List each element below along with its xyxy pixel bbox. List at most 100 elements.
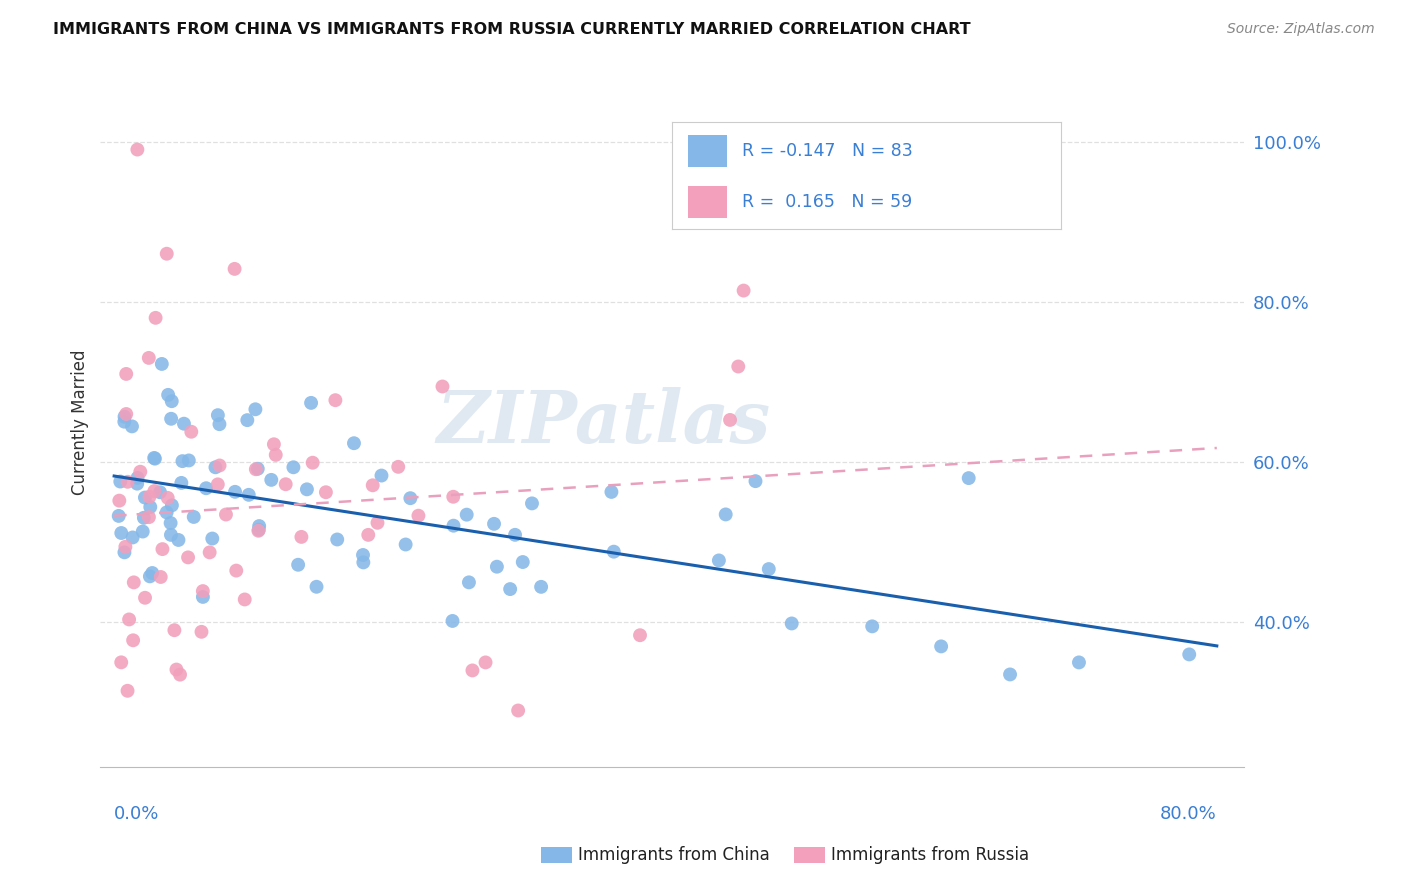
Point: [343, 436, 366, 450]
Point: [600, 484, 623, 499]
Point: [160, 528, 183, 542]
Point: [160, 411, 183, 425]
Point: [1067, 656, 1090, 670]
Point: [727, 359, 749, 374]
Point: [132, 510, 155, 524]
Point: [998, 667, 1021, 681]
Point: [628, 628, 651, 642]
Point: [238, 488, 260, 502]
Point: [758, 562, 780, 576]
Point: [122, 575, 145, 590]
Point: [408, 508, 430, 523]
Point: [366, 516, 388, 530]
Point: [115, 367, 138, 381]
Point: [224, 261, 246, 276]
Point: [263, 437, 285, 451]
Text: ZIPatlas: ZIPatlas: [437, 386, 770, 458]
Point: [157, 388, 180, 402]
Text: IMMIGRANTS FROM CHINA VS IMMIGRANTS FROM RUSSIA CURRENTLY MARRIED CORRELATION CH: IMMIGRANTS FROM CHINA VS IMMIGRANTS FROM…: [53, 22, 972, 37]
Point: [121, 419, 143, 434]
Point: [370, 468, 392, 483]
Point: [114, 545, 136, 559]
Point: [260, 473, 283, 487]
Point: [287, 558, 309, 572]
Text: 80.0%: 80.0%: [1160, 805, 1216, 823]
Point: [110, 656, 132, 670]
Point: [461, 664, 484, 678]
Point: [159, 516, 181, 530]
Point: [456, 508, 478, 522]
Point: [603, 544, 626, 558]
Point: [143, 451, 166, 466]
Point: [177, 453, 200, 467]
Text: Immigrants from China: Immigrants from China: [578, 846, 769, 864]
Point: [201, 532, 224, 546]
Point: [172, 454, 194, 468]
Point: [110, 475, 132, 489]
Point: [143, 450, 166, 465]
Point: [432, 379, 454, 393]
Point: [315, 485, 337, 500]
Point: [156, 246, 179, 260]
Point: [150, 357, 173, 371]
Point: [122, 633, 145, 648]
Point: [156, 505, 179, 519]
Point: [204, 460, 226, 475]
Point: [195, 481, 218, 495]
Point: [180, 425, 202, 439]
Point: [114, 540, 136, 554]
Point: [503, 528, 526, 542]
Point: [177, 550, 200, 565]
Point: [352, 555, 374, 569]
Point: [361, 478, 384, 492]
Point: [744, 474, 766, 488]
Point: [301, 456, 323, 470]
Point: [957, 471, 980, 485]
Point: [170, 475, 193, 490]
Point: [1178, 648, 1201, 662]
Point: [733, 284, 755, 298]
Point: [295, 483, 318, 497]
Point: [224, 484, 246, 499]
Y-axis label: Currently Married: Currently Married: [72, 350, 89, 495]
Point: [191, 590, 214, 604]
Point: [399, 491, 422, 506]
Point: [352, 548, 374, 562]
Point: [115, 407, 138, 421]
Point: [141, 566, 163, 580]
Point: [225, 564, 247, 578]
Point: [129, 465, 152, 479]
Point: [443, 518, 465, 533]
Point: [325, 393, 347, 408]
Point: [112, 415, 135, 429]
Point: [152, 542, 174, 557]
Point: [395, 537, 418, 551]
Point: [108, 493, 131, 508]
Point: [134, 491, 156, 505]
Point: [290, 530, 312, 544]
Point: [707, 553, 730, 567]
Point: [160, 499, 183, 513]
Point: [127, 143, 149, 157]
Point: [264, 448, 287, 462]
Point: [173, 417, 195, 431]
Point: [485, 559, 508, 574]
Text: Immigrants from Russia: Immigrants from Russia: [831, 846, 1029, 864]
Point: [236, 413, 259, 427]
Text: 0.0%: 0.0%: [114, 805, 159, 823]
Point: [110, 526, 132, 541]
Point: [190, 624, 212, 639]
Point: [512, 555, 534, 569]
Point: [169, 667, 191, 681]
Point: [482, 516, 505, 531]
Point: [299, 396, 322, 410]
Point: [165, 663, 187, 677]
Point: [499, 582, 522, 596]
Point: [117, 683, 139, 698]
Point: [247, 519, 270, 533]
Point: [520, 496, 543, 510]
Point: [138, 510, 160, 524]
Point: [167, 533, 190, 547]
Point: [183, 510, 205, 524]
Point: [387, 459, 409, 474]
